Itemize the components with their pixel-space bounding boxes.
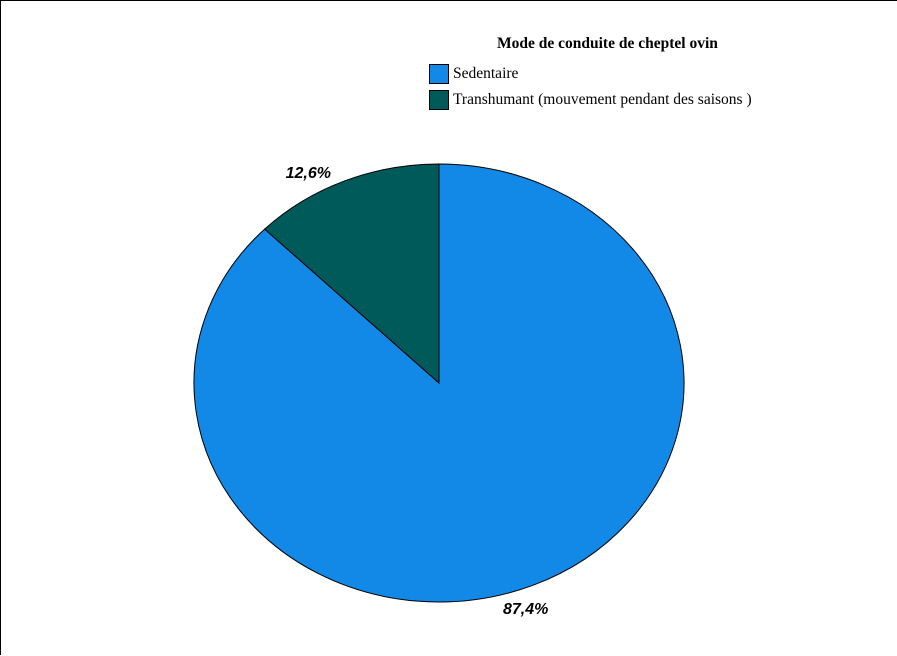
legend-title: Mode de conduite de cheptel ovin bbox=[497, 35, 718, 52]
slice-label-sedentaire: 87,4% bbox=[503, 601, 548, 618]
legend-swatch-transhumant bbox=[429, 90, 449, 110]
legend-swatch-sedentaire bbox=[429, 64, 449, 84]
pie-slice-transhumant bbox=[263, 163, 440, 385]
legend-item-sedentaire: Sedentaire bbox=[429, 63, 518, 85]
legend-item-transhumant: Transhumant (mouvement pendant des saiso… bbox=[429, 89, 752, 111]
legend-label-sedentaire: Sedentaire bbox=[453, 65, 519, 82]
pie-slice-labels: 87,4% 12,6% bbox=[286, 165, 549, 618]
slice-label-transhumant: 12,6% bbox=[286, 165, 331, 182]
legend-label-transhumant: Transhumant (mouvement pendant des saiso… bbox=[453, 91, 752, 108]
pie-slices bbox=[193, 163, 685, 603]
